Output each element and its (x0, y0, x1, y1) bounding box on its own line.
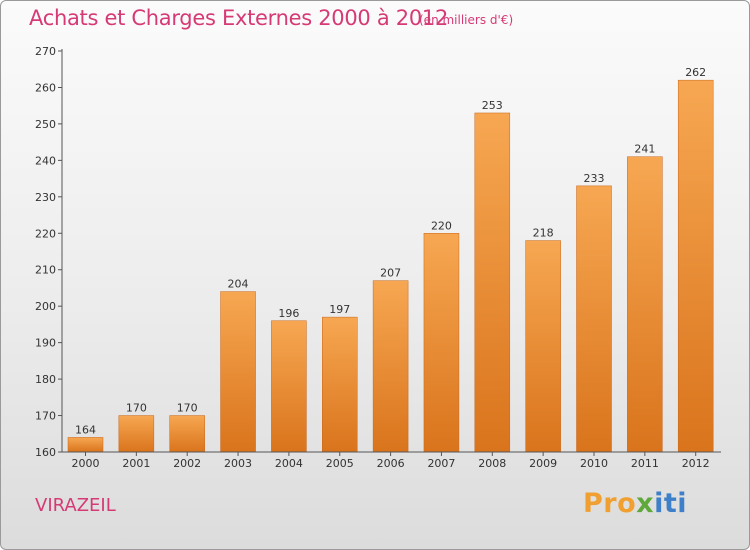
y-tick-label-210: 210 (35, 264, 56, 277)
x-tick-label-2006: 2006 (377, 457, 405, 470)
city-name: VIRAZEIL (35, 495, 116, 516)
data-label-2009: 218 (533, 227, 554, 240)
data-label-2012: 262 (685, 66, 706, 79)
bar-2007 (423, 233, 460, 453)
bar-2002 (169, 415, 205, 453)
x-tick-label-2009: 2009 (529, 457, 557, 470)
data-label-2011: 241 (634, 143, 655, 156)
data-label-2007: 220 (431, 219, 452, 232)
data-label-2002: 170 (177, 402, 198, 415)
chart-title: Achats et Charges Externes 2000 à 2012 (29, 6, 449, 30)
x-tick-label-2007: 2007 (427, 457, 455, 470)
y-tick-label-240: 240 (35, 154, 56, 167)
y-tick-label-220: 220 (35, 227, 56, 240)
proxiti-logo[interactable]: Proxiti (583, 488, 687, 519)
x-tick-label-2008: 2008 (478, 457, 506, 470)
bar-2012 (677, 79, 714, 453)
bar-2001 (118, 415, 155, 453)
y-tick-label-160: 160 (35, 446, 56, 459)
y-tick-label-270: 270 (35, 45, 56, 58)
bar-2009 (525, 240, 561, 453)
y-tick-label-250: 250 (35, 118, 56, 131)
bar-2008 (474, 112, 511, 453)
y-tick-label-180: 180 (35, 373, 56, 386)
x-tick-label-2004: 2004 (275, 457, 303, 470)
axes-group: 2000 2001 2002 2003 2004 2005 2006 2007 2008 2009… (35, 45, 721, 470)
x-tick-label-2003: 2003 (224, 457, 252, 470)
bar-2010 (576, 185, 612, 453)
data-label-2003: 204 (228, 278, 249, 291)
y-tick-label-260: 260 (35, 81, 56, 94)
bar-2000 (67, 437, 104, 453)
data-label-2000: 164 (75, 423, 96, 436)
data-label-2005: 197 (329, 303, 350, 316)
x-tick-label-2011: 2011 (631, 457, 659, 470)
y-tick-label-190: 190 (35, 337, 56, 350)
logo-part-3: iti (654, 488, 687, 519)
bars-group: 164 170 170 204 196 197 207 220 253 218 233 241 262 (67, 66, 714, 453)
x-tick-label-2000: 2000 (72, 457, 100, 470)
logo-part-1: Pro (583, 488, 637, 519)
data-label-2004: 196 (278, 307, 299, 320)
y-tick-label-170: 170 (35, 410, 56, 423)
x-tick-label-2012: 2012 (682, 457, 710, 470)
bar-2006 (372, 280, 409, 453)
y-tick-label-230: 230 (35, 191, 56, 204)
data-label-2010: 233 (584, 172, 605, 185)
data-label-2001: 170 (126, 402, 147, 415)
x-tick-label-2005: 2005 (326, 457, 354, 470)
logo-part-2: x (636, 488, 655, 519)
x-tick-label-2010: 2010 (580, 457, 608, 470)
data-label-2008: 253 (482, 99, 503, 112)
bar-2011 (627, 156, 663, 453)
bar-2004 (271, 320, 307, 453)
y-tick-label-200: 200 (35, 300, 56, 313)
x-tick-label-2001: 2001 (122, 457, 150, 470)
bar-2003 (220, 291, 256, 453)
x-tick-label-2002: 2002 (173, 457, 201, 470)
data-label-2006: 207 (380, 267, 401, 280)
bar-2005 (322, 316, 358, 453)
chart-unit: (en milliers d'€) (419, 13, 514, 27)
